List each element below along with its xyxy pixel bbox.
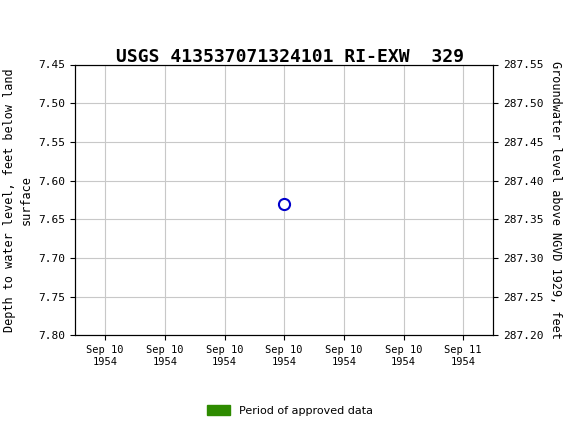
Y-axis label: Groundwater level above NGVD 1929, feet: Groundwater level above NGVD 1929, feet	[549, 61, 562, 339]
Text: USGS: USGS	[38, 12, 106, 33]
Y-axis label: Depth to water level, feet below land
surface: Depth to water level, feet below land su…	[3, 68, 33, 332]
Text: USGS 413537071324101 RI-EXW  329: USGS 413537071324101 RI-EXW 329	[116, 48, 464, 66]
Legend: Period of approved data: Period of approved data	[203, 401, 377, 420]
Text: ≡: ≡	[9, 9, 26, 37]
